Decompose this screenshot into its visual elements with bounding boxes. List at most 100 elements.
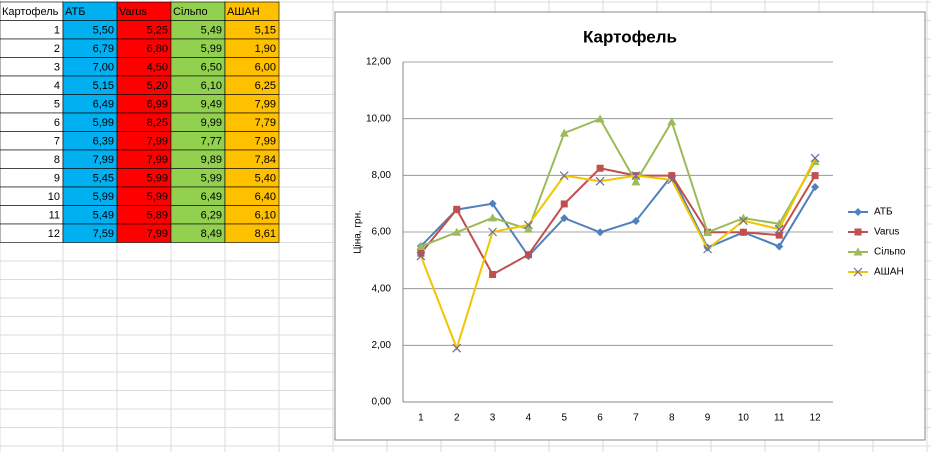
cell-text: 5,50 (93, 25, 114, 37)
marker (452, 227, 462, 236)
cell-text: 7,99 (147, 154, 168, 166)
cell-text: 6,40 (255, 191, 276, 203)
cell-text: 8 (54, 154, 60, 166)
marker (596, 164, 604, 172)
cell-text: 6,00 (255, 62, 276, 74)
x-tick-label: 4 (526, 413, 532, 424)
marker (738, 213, 748, 222)
x-tick-label: 10 (738, 413, 750, 424)
cell-text: 7,79 (255, 117, 276, 129)
series-line (420, 173, 816, 258)
marker (739, 228, 747, 236)
marker (774, 224, 784, 234)
marker (631, 177, 641, 186)
chart-area[interactable] (334, 11, 926, 441)
cell-text: 1,90 (255, 43, 276, 55)
cell-text: 8,25 (147, 117, 168, 129)
marker (416, 241, 426, 250)
legend-label: АТБ (874, 207, 893, 218)
cell-text: 8,49 (201, 228, 222, 240)
marker (488, 213, 498, 222)
cell-text: 9,49 (201, 99, 222, 111)
legend-label: Сільпо (874, 247, 906, 258)
marker (453, 205, 461, 213)
cell-text: 5,40 (255, 173, 276, 185)
cell-text: 7,84 (255, 154, 276, 166)
cell-text: 5,15 (93, 80, 114, 92)
marker (667, 175, 677, 185)
y-tick-label: 10,00 (366, 113, 391, 124)
chart-title: Картофель (583, 27, 677, 46)
cell-text: 6,39 (93, 136, 114, 148)
marker (417, 249, 425, 257)
cell-text: 4 (54, 80, 60, 92)
cell-text: 5,89 (147, 210, 168, 222)
marker (811, 172, 819, 180)
cell-text: 3 (54, 62, 60, 74)
marker (738, 216, 748, 226)
x-tick-label: 6 (597, 413, 603, 424)
x-tick-label: 5 (561, 413, 567, 424)
column-header: АТБ (65, 6, 85, 18)
cell-text: 5,45 (93, 173, 114, 185)
cell-text: 5,20 (147, 80, 168, 92)
marker (703, 244, 713, 254)
cell-text: 9,89 (201, 154, 222, 166)
marker (559, 128, 569, 137)
cell-text: 6 (54, 117, 60, 129)
marker (810, 153, 820, 163)
cell-text: 7 (54, 136, 60, 148)
marker (452, 343, 462, 353)
cell-text: 6,50 (201, 62, 222, 74)
cell-text: 6,49 (93, 99, 114, 111)
marker (416, 251, 426, 261)
cell-text: 11 (49, 210, 60, 222)
cell-text: 5,99 (93, 117, 114, 129)
cell-text: 7,99 (255, 136, 276, 148)
marker (775, 231, 783, 239)
marker (523, 224, 533, 233)
cell-text: 5,99 (201, 43, 222, 55)
chart: Картофель Ціна, грн. 0,00 2,00 4,00 6,00 8,0… (353, 27, 906, 423)
marker (488, 199, 497, 208)
y-tick-label: 8,00 (372, 170, 392, 181)
cell-text: 1 (54, 25, 60, 37)
cell-text: 6,10 (201, 80, 222, 92)
marker (595, 114, 605, 123)
cell-text: 7,77 (201, 136, 222, 148)
marker (488, 227, 498, 237)
x-tick-label: 2 (454, 413, 460, 424)
y-axis-label: Ціна, грн. (353, 210, 364, 254)
legend-label: Varus (874, 227, 899, 238)
cell-text: 7,99 (255, 99, 276, 111)
cell-text: 7,99 (147, 228, 168, 240)
cell-text: 6,29 (201, 210, 222, 222)
marker (559, 171, 569, 181)
cell-text: 5,25 (147, 25, 168, 37)
column-header: Картофель (2, 6, 59, 18)
cell-text: 7,99 (147, 136, 168, 148)
column-header: АШАН (227, 6, 260, 18)
marker (811, 182, 820, 191)
data-table: Картофель АТБ Varus Сільпо АШАН 1 5,50 5,25 5,49… (0, 1, 280, 243)
cell-text: 5,49 (201, 25, 222, 37)
cell-text: 6,10 (255, 210, 276, 222)
cell-text: 10 (48, 191, 60, 203)
column-header: Сільпо (173, 6, 208, 18)
x-tick-label: 1 (418, 413, 424, 424)
x-tick-label: 11 (774, 413, 785, 424)
marker (596, 228, 605, 237)
marker (560, 200, 568, 208)
y-tick-label: 0,00 (372, 397, 392, 408)
y-tick-label: 12,00 (366, 57, 391, 68)
x-tick-label: 9 (705, 413, 711, 424)
cell-text: 4,50 (147, 62, 168, 74)
marker (853, 247, 863, 256)
marker (703, 227, 713, 236)
x-tick-label: 3 (490, 413, 496, 424)
cell-text: 9,99 (201, 117, 222, 129)
cell-text: 5 (54, 99, 60, 111)
cell-text: 5,99 (93, 191, 114, 203)
cell-text: 5,15 (255, 25, 276, 37)
